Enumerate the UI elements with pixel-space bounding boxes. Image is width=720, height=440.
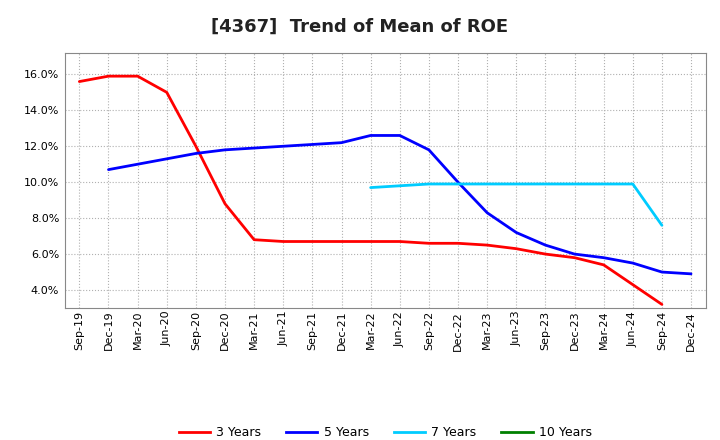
3 Years: [192, 143, 200, 149]
3 Years: [629, 282, 637, 287]
5 Years: [220, 147, 229, 153]
5 Years: [395, 133, 404, 138]
7 Years: [570, 181, 579, 187]
Legend: 3 Years, 5 Years, 7 Years, 10 Years: 3 Years, 5 Years, 7 Years, 10 Years: [174, 422, 597, 440]
7 Years: [366, 185, 375, 190]
7 Years: [425, 181, 433, 187]
7 Years: [657, 223, 666, 228]
5 Years: [629, 260, 637, 266]
3 Years: [163, 90, 171, 95]
3 Years: [570, 255, 579, 260]
3 Years: [133, 73, 142, 79]
5 Years: [483, 210, 492, 216]
5 Years: [279, 143, 287, 149]
5 Years: [366, 133, 375, 138]
5 Years: [337, 140, 346, 145]
3 Years: [104, 73, 113, 79]
5 Years: [512, 230, 521, 235]
3 Years: [541, 251, 550, 257]
Line: 7 Years: 7 Years: [371, 184, 662, 225]
3 Years: [599, 262, 608, 268]
5 Years: [133, 161, 142, 167]
Line: 3 Years: 3 Years: [79, 76, 662, 304]
5 Years: [599, 255, 608, 260]
7 Years: [483, 181, 492, 187]
3 Years: [75, 79, 84, 84]
7 Years: [541, 181, 550, 187]
Text: [4367]  Trend of Mean of ROE: [4367] Trend of Mean of ROE: [212, 18, 508, 36]
3 Years: [366, 239, 375, 244]
3 Years: [425, 241, 433, 246]
3 Years: [337, 239, 346, 244]
5 Years: [541, 242, 550, 248]
5 Years: [192, 151, 200, 156]
5 Years: [308, 142, 317, 147]
5 Years: [657, 269, 666, 275]
3 Years: [483, 242, 492, 248]
3 Years: [454, 241, 462, 246]
5 Years: [454, 180, 462, 185]
3 Years: [220, 201, 229, 206]
5 Years: [163, 156, 171, 161]
Line: 5 Years: 5 Years: [109, 136, 691, 274]
7 Years: [512, 181, 521, 187]
3 Years: [279, 239, 287, 244]
3 Years: [308, 239, 317, 244]
3 Years: [395, 239, 404, 244]
5 Years: [687, 271, 696, 276]
3 Years: [657, 302, 666, 307]
3 Years: [512, 246, 521, 251]
7 Years: [454, 181, 462, 187]
3 Years: [250, 237, 258, 242]
5 Years: [570, 251, 579, 257]
7 Years: [599, 181, 608, 187]
5 Years: [250, 145, 258, 150]
5 Years: [425, 147, 433, 153]
5 Years: [104, 167, 113, 172]
7 Years: [629, 181, 637, 187]
7 Years: [395, 183, 404, 188]
